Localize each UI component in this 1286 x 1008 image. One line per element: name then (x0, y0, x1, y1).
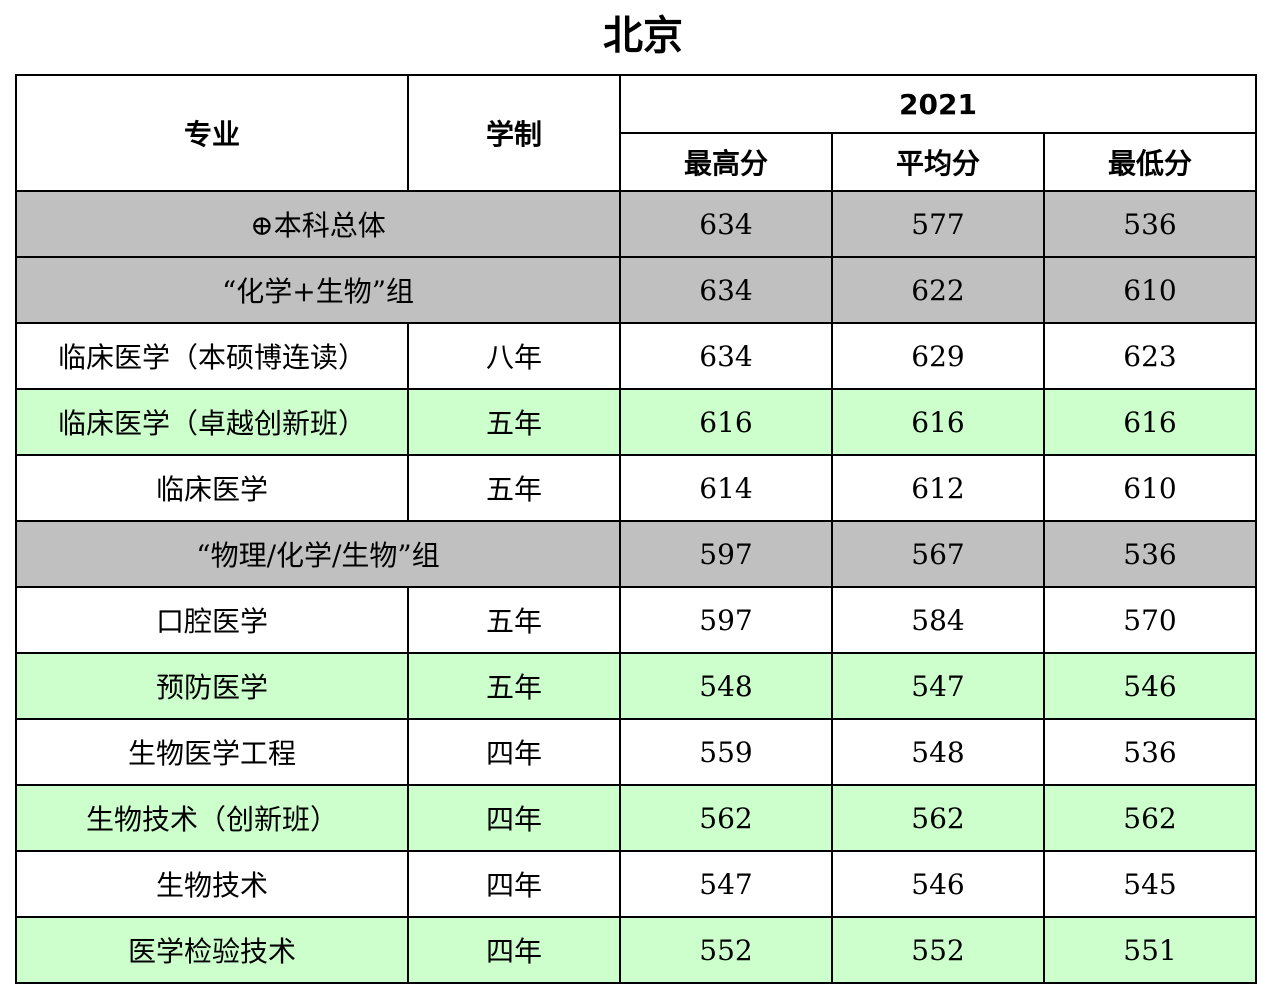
header-min: 最低分 (1043, 132, 1257, 192)
avg-score: 612 (831, 454, 1045, 522)
header-row: 专业 学制 2021 (15, 74, 1257, 192)
table-row-group-overall: ⊕本科总体 634 577 536 (15, 190, 1257, 258)
max-score: 547 (619, 850, 833, 918)
avg-score: 622 (831, 256, 1045, 324)
page-title: 北京 (603, 13, 683, 59)
major-name: 临床医学（本硕博连读） (15, 322, 409, 390)
table-row: 生物技术 四年 547 546 545 (15, 850, 1257, 918)
duration: 四年 (407, 916, 621, 984)
major-name: 临床医学 (15, 454, 409, 522)
max-score: 562 (619, 784, 833, 852)
min-score: 545 (1043, 850, 1257, 918)
table-row-group-chem-bio: “化学+生物”组 634 622 610 (15, 256, 1257, 324)
group-name: “物理/化学/生物”组 (15, 520, 621, 588)
table-row: 临床医学（卓越创新班） 五年 616 616 616 (15, 388, 1257, 456)
avg-score: 629 (831, 322, 1045, 390)
duration: 八年 (407, 322, 621, 390)
table-row: 口腔医学 五年 597 584 570 (15, 586, 1257, 654)
avg-score: 552 (831, 916, 1045, 984)
major-name: 临床医学（卓越创新班） (15, 388, 409, 456)
major-name: 口腔医学 (15, 586, 409, 654)
major-name: 医学检验技术 (15, 916, 409, 984)
max-score: 616 (619, 388, 833, 456)
header-subrow: 最高分 平均分 最低分 (16, 132, 1257, 192)
table-row: 生物医学工程 四年 559 548 536 (15, 718, 1257, 786)
duration: 五年 (407, 388, 621, 456)
min-score: 562 (1043, 784, 1257, 852)
max-score: 552 (619, 916, 833, 984)
major-name: 预防医学 (15, 652, 409, 720)
table-row: 生物技术（创新班） 四年 562 562 562 (15, 784, 1257, 852)
min-score: 623 (1043, 322, 1257, 390)
header-major: 专业 (15, 74, 409, 192)
min-score: 616 (1043, 388, 1257, 456)
header-avg: 平均分 (831, 132, 1045, 192)
avg-score: 584 (831, 586, 1045, 654)
max-score: 634 (619, 322, 833, 390)
max-score: 597 (619, 520, 833, 588)
table-row: 临床医学 五年 614 612 610 (15, 454, 1257, 522)
header-max: 最高分 (619, 132, 833, 192)
avg-score: 546 (831, 850, 1045, 918)
avg-score: 548 (831, 718, 1045, 786)
max-score: 634 (619, 190, 833, 258)
table-body: ⊕本科总体 634 577 536 “化学+生物”组 634 622 610 临… (15, 190, 1257, 984)
major-name: 生物医学工程 (15, 718, 409, 786)
duration: 五年 (407, 454, 621, 522)
min-score: 546 (1043, 652, 1257, 720)
header-year: 2021 (619, 74, 1257, 134)
group-name: “化学+生物”组 (15, 256, 621, 324)
max-score: 634 (619, 256, 833, 324)
max-score: 548 (619, 652, 833, 720)
min-score: 536 (1043, 520, 1257, 588)
table-row-group-phys-chem-bio: “物理/化学/生物”组 597 567 536 (15, 520, 1257, 588)
duration: 五年 (407, 586, 621, 654)
avg-score: 616 (831, 388, 1045, 456)
header-duration: 学制 (407, 74, 621, 192)
max-score: 597 (619, 586, 833, 654)
group-name: ⊕本科总体 (15, 190, 621, 258)
min-score: 570 (1043, 586, 1257, 654)
duration: 四年 (407, 850, 621, 918)
min-score: 551 (1043, 916, 1257, 984)
avg-score: 547 (831, 652, 1045, 720)
duration: 四年 (407, 718, 621, 786)
score-table: 专业 学制 2021 最高分 平均分 最低分 ⊕本科总体 634 577 536… (15, 74, 1257, 984)
table-row: 预防医学 五年 548 547 546 (15, 652, 1257, 720)
major-name: 生物技术 (15, 850, 409, 918)
min-score: 610 (1043, 454, 1257, 522)
table-row: 临床医学（本硕博连读） 八年 634 629 623 (15, 322, 1257, 390)
max-score: 614 (619, 454, 833, 522)
duration: 四年 (407, 784, 621, 852)
min-score: 536 (1043, 718, 1257, 786)
max-score: 559 (619, 718, 833, 786)
table-row: 医学检验技术 四年 552 552 551 (15, 916, 1257, 984)
avg-score: 562 (831, 784, 1045, 852)
avg-score: 577 (831, 190, 1045, 258)
min-score: 610 (1043, 256, 1257, 324)
min-score: 536 (1043, 190, 1257, 258)
avg-score: 567 (831, 520, 1045, 588)
duration: 五年 (407, 652, 621, 720)
major-name: 生物技术（创新班） (15, 784, 409, 852)
